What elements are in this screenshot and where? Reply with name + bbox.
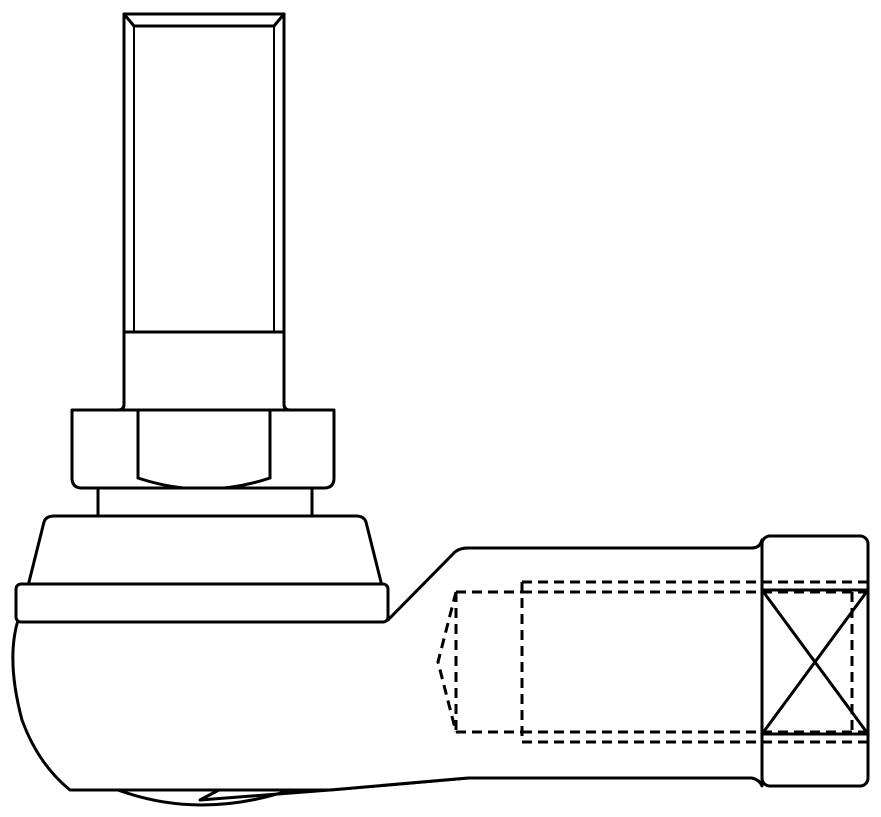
- hex-nut-body: [70, 408, 336, 490]
- wrench-flat-section: [760, 534, 870, 788]
- hex-nut: [70, 408, 336, 491]
- thread-chamfer-left: [122, 12, 136, 28]
- stud-thread-outline: [122, 12, 286, 334]
- threaded-stud: [122, 12, 286, 334]
- housing-collar: [26, 514, 384, 588]
- housing-flange: [14, 582, 390, 624]
- hidden-internal-bore: [436, 580, 868, 744]
- housing-neck: [96, 486, 314, 520]
- housing-body: [11, 538, 764, 792]
- stud-shank: [116, 330, 292, 412]
- hidden-bore-drill-point: [436, 591, 458, 733]
- wrench-flat-cross-2: [760, 588, 870, 736]
- ball-cup-arc: [116, 788, 292, 807]
- thread-chamfer-right: [272, 12, 286, 28]
